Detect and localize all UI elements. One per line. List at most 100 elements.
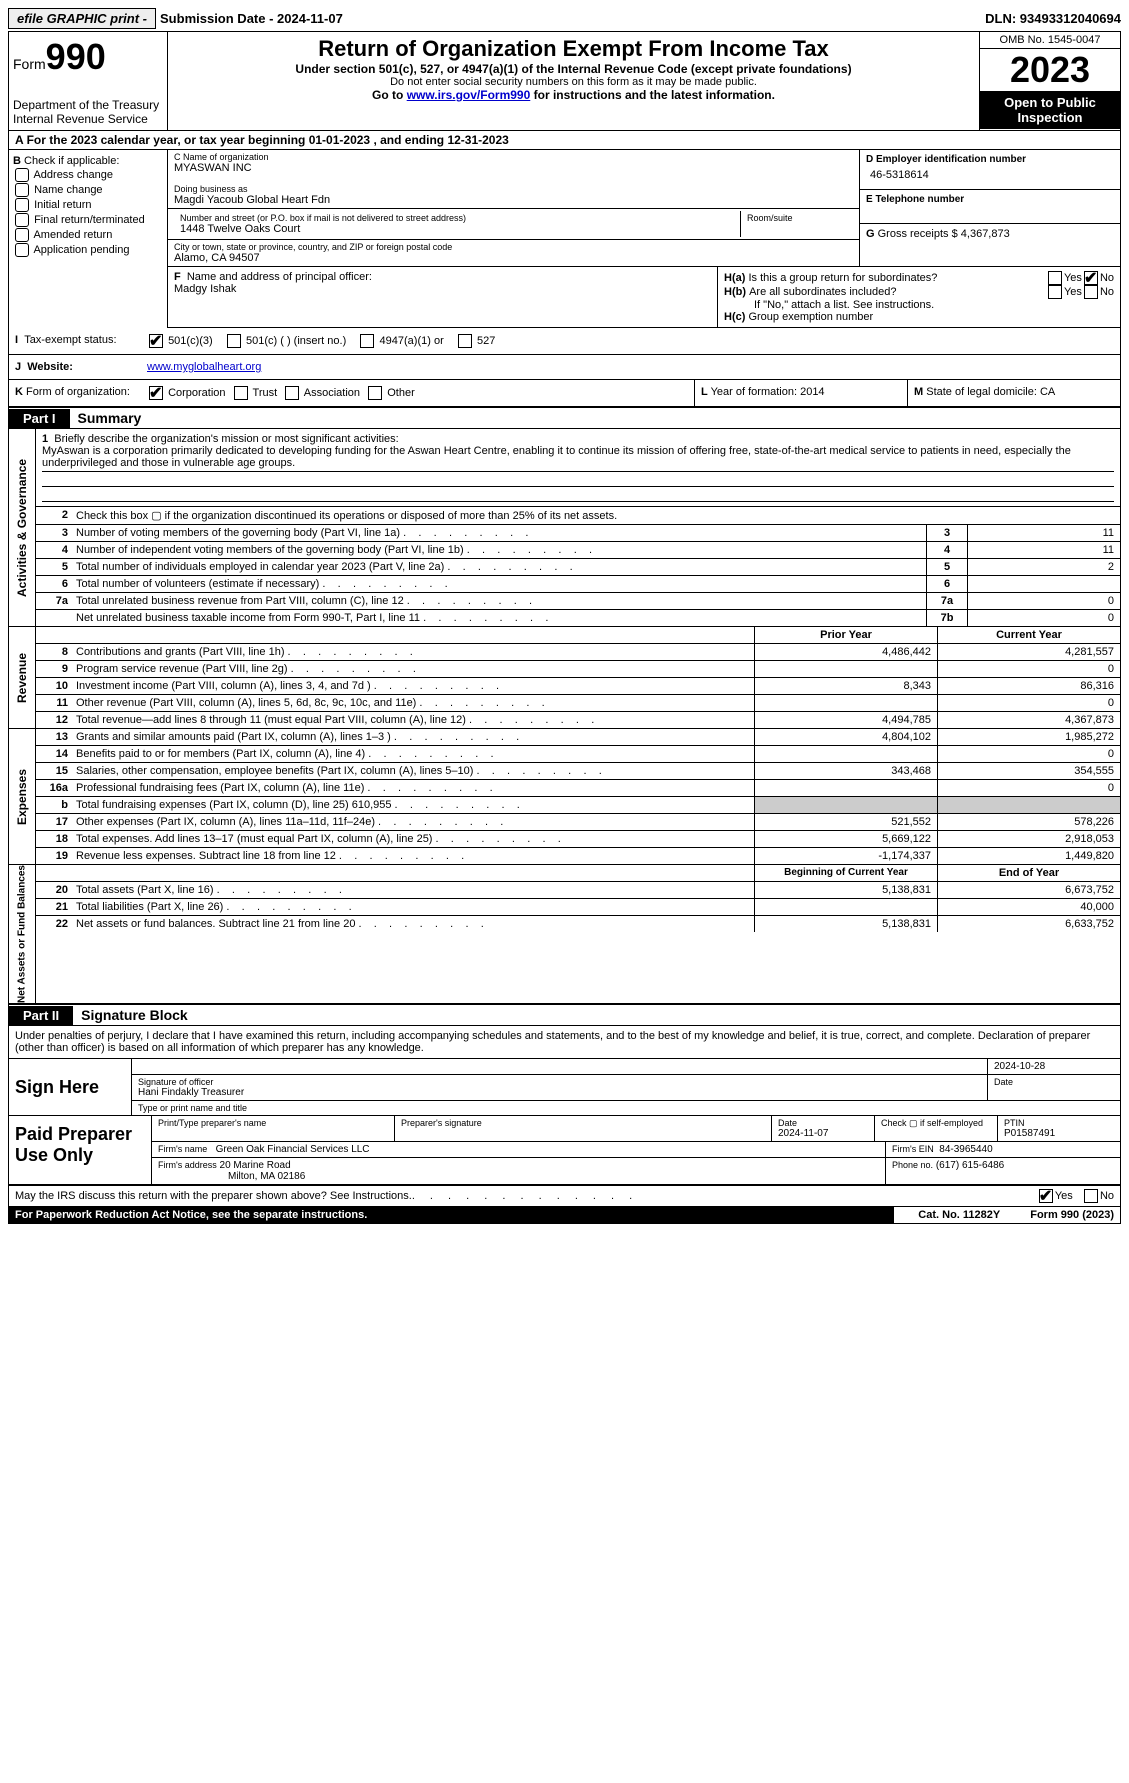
- 501c-checkbox[interactable]: [227, 334, 241, 348]
- h-section: H(a) Is this a group return for subordin…: [717, 267, 1120, 327]
- dept-treasury: Department of the Treasury: [13, 98, 163, 112]
- ein-label: D Employer identification number: [866, 154, 1114, 165]
- part-2-header: Part II Signature Block: [9, 1005, 1120, 1026]
- summary-row: 13Grants and similar amounts paid (Part …: [36, 729, 1120, 746]
- part-2-tab: Part II: [9, 1006, 73, 1025]
- 501c3-checkbox[interactable]: [149, 334, 163, 348]
- open-inspection: Open to Public Inspection: [980, 91, 1120, 129]
- 4947-checkbox[interactable]: [360, 334, 374, 348]
- ha-no-checkbox[interactable]: [1084, 271, 1098, 285]
- row-a-tax-year: A For the 2023 calendar year, or tax yea…: [9, 131, 1120, 150]
- address-change-checkbox[interactable]: [15, 168, 29, 182]
- mission-block: 1 Briefly describe the organization's mi…: [36, 429, 1120, 507]
- part-1-header: Part I Summary: [9, 408, 1120, 429]
- state-domicile: CA: [1040, 386, 1055, 398]
- form-container: Form990 Department of the Treasury Inter…: [8, 31, 1121, 1224]
- summary-row: 2Check this box ▢ if the organization di…: [36, 507, 1120, 525]
- gross-receipts: 4,367,873: [961, 228, 1010, 240]
- summary-row: 9Program service revenue (Part VIII, lin…: [36, 661, 1120, 678]
- summary-row: 12Total revenue—add lines 8 through 11 (…: [36, 712, 1120, 728]
- application-pending-checkbox[interactable]: [15, 243, 29, 257]
- form-header: Form990 Department of the Treasury Inter…: [9, 32, 1120, 131]
- ptin: P01587491: [1004, 1128, 1055, 1139]
- hb-no-checkbox[interactable]: [1084, 285, 1098, 299]
- header-middle: Return of Organization Exempt From Incom…: [168, 32, 979, 130]
- catalog-number: Cat. No. 11282Y: [894, 1207, 1024, 1223]
- street-label: Number and street (or P.O. box if mail i…: [180, 213, 734, 223]
- net-assets-label: Net Assets or Fund Balances: [9, 865, 36, 1003]
- city-state-zip: Alamo, CA 94507: [174, 252, 853, 264]
- beginning-year-header: Beginning of Current Year: [754, 865, 937, 881]
- current-year-header: Current Year: [937, 627, 1120, 643]
- firm-address-1: 20 Marine Road: [220, 1160, 291, 1171]
- sign-here-label: Sign Here: [9, 1059, 131, 1115]
- name-change-checkbox[interactable]: [15, 183, 29, 197]
- officer-label: Name and address of principal officer:: [187, 271, 372, 283]
- column-b: B Check if applicable: Address change Na…: [9, 150, 168, 328]
- summary-row: 10Investment income (Part VIII, column (…: [36, 678, 1120, 695]
- trust-checkbox[interactable]: [234, 386, 248, 400]
- telephone-label: E Telephone number: [866, 194, 1114, 205]
- firm-ein: 84-3965440: [939, 1144, 992, 1155]
- amended-return-checkbox[interactable]: [15, 228, 29, 242]
- dln-number: DLN: 93493312040694: [985, 11, 1121, 26]
- subtitle-1: Under section 501(c), 527, or 4947(a)(1)…: [176, 62, 971, 76]
- form-prefix: Form: [13, 56, 46, 72]
- ein-value: 46-5318614: [866, 165, 1114, 185]
- summary-row: Net unrelated business taxable income fr…: [36, 610, 1120, 626]
- efile-print-button[interactable]: efile GRAPHIC print -: [8, 8, 156, 29]
- firm-name: Green Oak Financial Services LLC: [216, 1144, 370, 1155]
- suite-label: Room/suite: [747, 213, 847, 223]
- other-checkbox[interactable]: [368, 386, 382, 400]
- 527-checkbox[interactable]: [458, 334, 472, 348]
- summary-row: 16aProfessional fundraising fees (Part I…: [36, 780, 1120, 797]
- dba-label: Doing business as: [174, 184, 853, 194]
- mission-text: MyAswan is a corporation primarily dedic…: [42, 445, 1114, 472]
- discuss-row: May the IRS discuss this return with the…: [9, 1186, 1120, 1206]
- initial-return-checkbox[interactable]: [15, 198, 29, 212]
- summary-row: 11Other revenue (Part VIII, column (A), …: [36, 695, 1120, 712]
- activities-governance: Activities & Governance 1 Briefly descri…: [9, 429, 1120, 627]
- officer-name: Madgy Ishak: [174, 283, 711, 295]
- officer-signature-name: Hani Findakly Treasurer: [138, 1087, 981, 1098]
- signature-section: Under penalties of perjury, I declare th…: [9, 1026, 1120, 1206]
- summary-row: 8Contributions and grants (Part VIII, li…: [36, 644, 1120, 661]
- final-return-checkbox[interactable]: [15, 213, 29, 227]
- form-title: Return of Organization Exempt From Incom…: [176, 36, 971, 62]
- submission-date: Submission Date - 2024-11-07: [160, 11, 343, 26]
- summary-row: 20Total assets (Part X, line 16)5,138,83…: [36, 882, 1120, 899]
- summary-row: 3Number of voting members of the governi…: [36, 525, 1120, 542]
- summary-row: 17Other expenses (Part IX, column (A), l…: [36, 814, 1120, 831]
- website-link[interactable]: www.myglobalheart.org: [147, 361, 261, 373]
- tax-exempt-status-row: I Tax-exempt status: 501(c)(3) 501(c) ( …: [9, 328, 1120, 355]
- corporation-checkbox[interactable]: [149, 386, 163, 400]
- irs-label: Internal Revenue Service: [13, 112, 163, 126]
- city-label: City or town, state or province, country…: [174, 242, 853, 252]
- expenses-section: Expenses 13Grants and similar amounts pa…: [9, 729, 1120, 865]
- top-bar: efile GRAPHIC print - Submission Date - …: [8, 8, 1121, 29]
- officer-row: F Name and address of principal officer:…: [168, 267, 1120, 328]
- name-address-block: C Name of organization MYASWAN INC Doing…: [168, 150, 859, 266]
- hb-yes-checkbox[interactable]: [1048, 285, 1062, 299]
- irs-link[interactable]: www.irs.gov/Form990: [407, 88, 531, 102]
- summary-row: 7aTotal unrelated business revenue from …: [36, 593, 1120, 610]
- ha-yes-checkbox[interactable]: [1048, 271, 1062, 285]
- summary-row: 15Salaries, other compensation, employee…: [36, 763, 1120, 780]
- revenue-label: Revenue: [9, 627, 36, 728]
- form-of-org-row: K Form of organization: Corporation Trus…: [9, 380, 1120, 408]
- summary-row: 5Total number of individuals employed in…: [36, 559, 1120, 576]
- website-row: J Website: www.myglobalheart.org: [9, 355, 1120, 380]
- header-right: OMB No. 1545-0047 2023 Open to Public In…: [979, 32, 1120, 130]
- org-name: MYASWAN INC: [174, 162, 853, 174]
- right-info-column: D Employer identification number 46-5318…: [859, 150, 1120, 266]
- association-checkbox[interactable]: [285, 386, 299, 400]
- discuss-no-checkbox[interactable]: [1084, 1189, 1098, 1203]
- summary-row: 19Revenue less expenses. Subtract line 1…: [36, 848, 1120, 864]
- year-of-formation: 2014: [800, 386, 824, 398]
- discuss-yes-checkbox[interactable]: [1039, 1189, 1053, 1203]
- revenue-section: Revenue Prior Year Current Year 8Contrib…: [9, 627, 1120, 729]
- summary-row: 14Benefits paid to or for members (Part …: [36, 746, 1120, 763]
- paperwork-notice: For Paperwork Reduction Act Notice, see …: [9, 1207, 894, 1223]
- summary-row: 6Total number of volunteers (estimate if…: [36, 576, 1120, 593]
- summary-row: 22Net assets or fund balances. Subtract …: [36, 916, 1120, 932]
